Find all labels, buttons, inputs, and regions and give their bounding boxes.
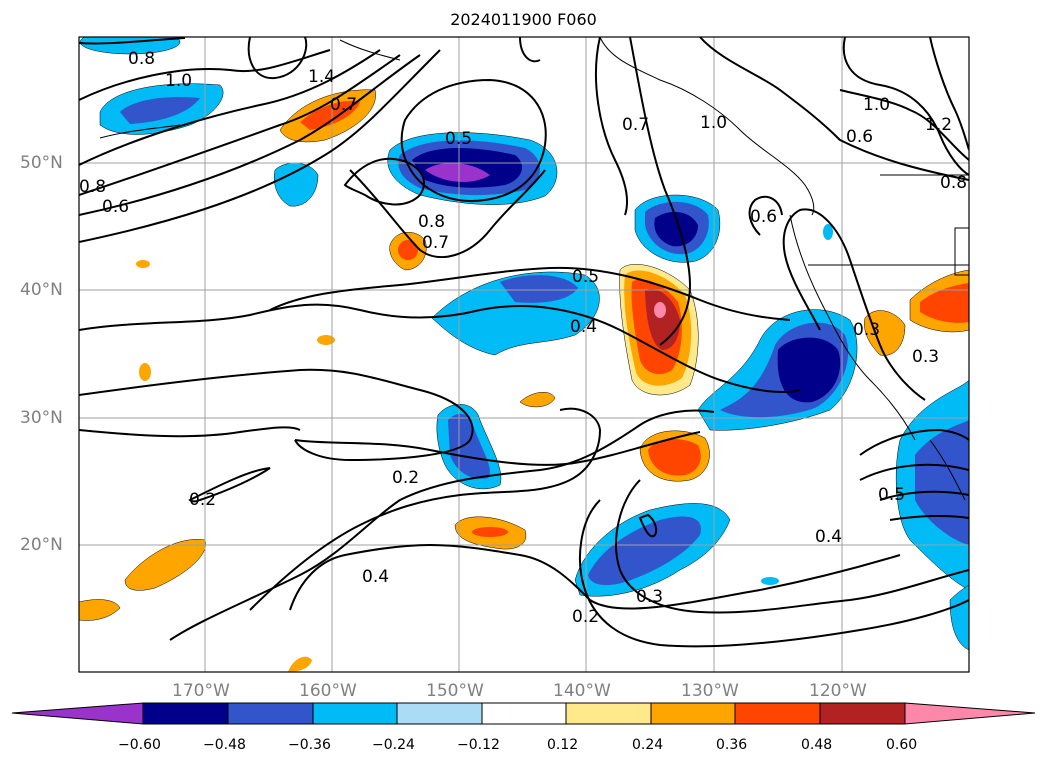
colorbar-swatch (565, 702, 652, 725)
colorbar-over-arrow (904, 702, 1036, 725)
contour-label-group: 0.8 1.0 1.4 0.7 0.5 0.8 0.7 0.7 1.0 1.0 … (79, 49, 967, 627)
lat-label: 50°N (20, 153, 63, 173)
colorbar-tick-label: −0.36 (288, 737, 331, 753)
contour-label: 1.0 (700, 113, 727, 133)
colorbar (11, 702, 1036, 725)
contour-label: 0.4 (570, 317, 597, 337)
contour-label: 0.7 (422, 233, 449, 253)
colorbar-under-arrow (11, 702, 144, 725)
colorbar-swatch (396, 702, 483, 725)
lat-label: 40°N (20, 280, 63, 300)
contour-label: 1.4 (308, 67, 335, 87)
contour-label: 0.6 (750, 207, 777, 227)
grid-lines (79, 37, 969, 672)
contour-label: 0.4 (815, 527, 842, 547)
lon-label: 120°W (809, 681, 867, 701)
colorbar-tick-label: −0.60 (118, 737, 161, 753)
colorbar-tick-label: 0.48 (801, 737, 833, 753)
contour-label: 0.2 (572, 607, 599, 627)
contour-label: 0.2 (392, 468, 419, 488)
colorbar-tick-label: 0.36 (716, 737, 748, 753)
contour-label: 1.0 (863, 95, 890, 115)
contour-label: 0.5 (878, 485, 905, 505)
lon-label: 140°W (553, 681, 611, 701)
colorbar-swatch (819, 702, 906, 725)
lat-label: 20°N (20, 535, 63, 555)
contour-label: 1.2 (925, 115, 952, 135)
contour-label: 0.8 (940, 173, 967, 193)
contour-label: 0.6 (102, 197, 129, 217)
colorbar-swatch (481, 702, 567, 725)
map-title: 2024011900 F060 (450, 10, 597, 29)
colorbar-tick-label: 0.24 (632, 737, 664, 753)
colorbar-tick-label: −0.48 (203, 737, 246, 753)
colorbar-swatch (650, 702, 736, 725)
contour-label: 0.6 (846, 127, 873, 147)
colorbar-swatch (227, 702, 314, 725)
plot-frame (78, 36, 970, 673)
shaded-fields (79, 37, 969, 672)
contour-label: 0.7 (330, 95, 357, 115)
contour-label: 0.5 (445, 129, 472, 149)
contour-label: 0.8 (418, 212, 445, 232)
lon-label: 170°W (172, 681, 230, 701)
contour-label: 0.3 (912, 347, 939, 367)
contour-label: 0.3 (853, 320, 880, 340)
contour-label: 0.7 (622, 115, 649, 135)
contour-label: 1.0 (165, 71, 192, 91)
contour-label: 0.5 (572, 267, 599, 287)
colorbar-swatch (312, 702, 398, 725)
colorbar-tick-label: 0.60 (886, 737, 918, 753)
contour-lines (79, 37, 969, 648)
colorbar-swatch (142, 702, 229, 725)
contour-label: 0.2 (189, 490, 216, 510)
lon-label: 160°W (299, 681, 357, 701)
lon-label: 150°W (426, 681, 484, 701)
colorbar-tick-label: −0.24 (372, 737, 415, 753)
lon-label: 130°W (681, 681, 739, 701)
contour-label: 0.4 (362, 567, 389, 587)
contour-label: 0.8 (128, 49, 155, 69)
colorbar-tick-label: 0.12 (547, 737, 579, 753)
contour-label: 0.8 (79, 177, 106, 197)
lat-label: 30°N (20, 408, 63, 428)
contour-label: 0.3 (636, 587, 663, 607)
colorbar-swatch (734, 702, 821, 725)
colorbar-tick-label: −0.12 (457, 737, 500, 753)
